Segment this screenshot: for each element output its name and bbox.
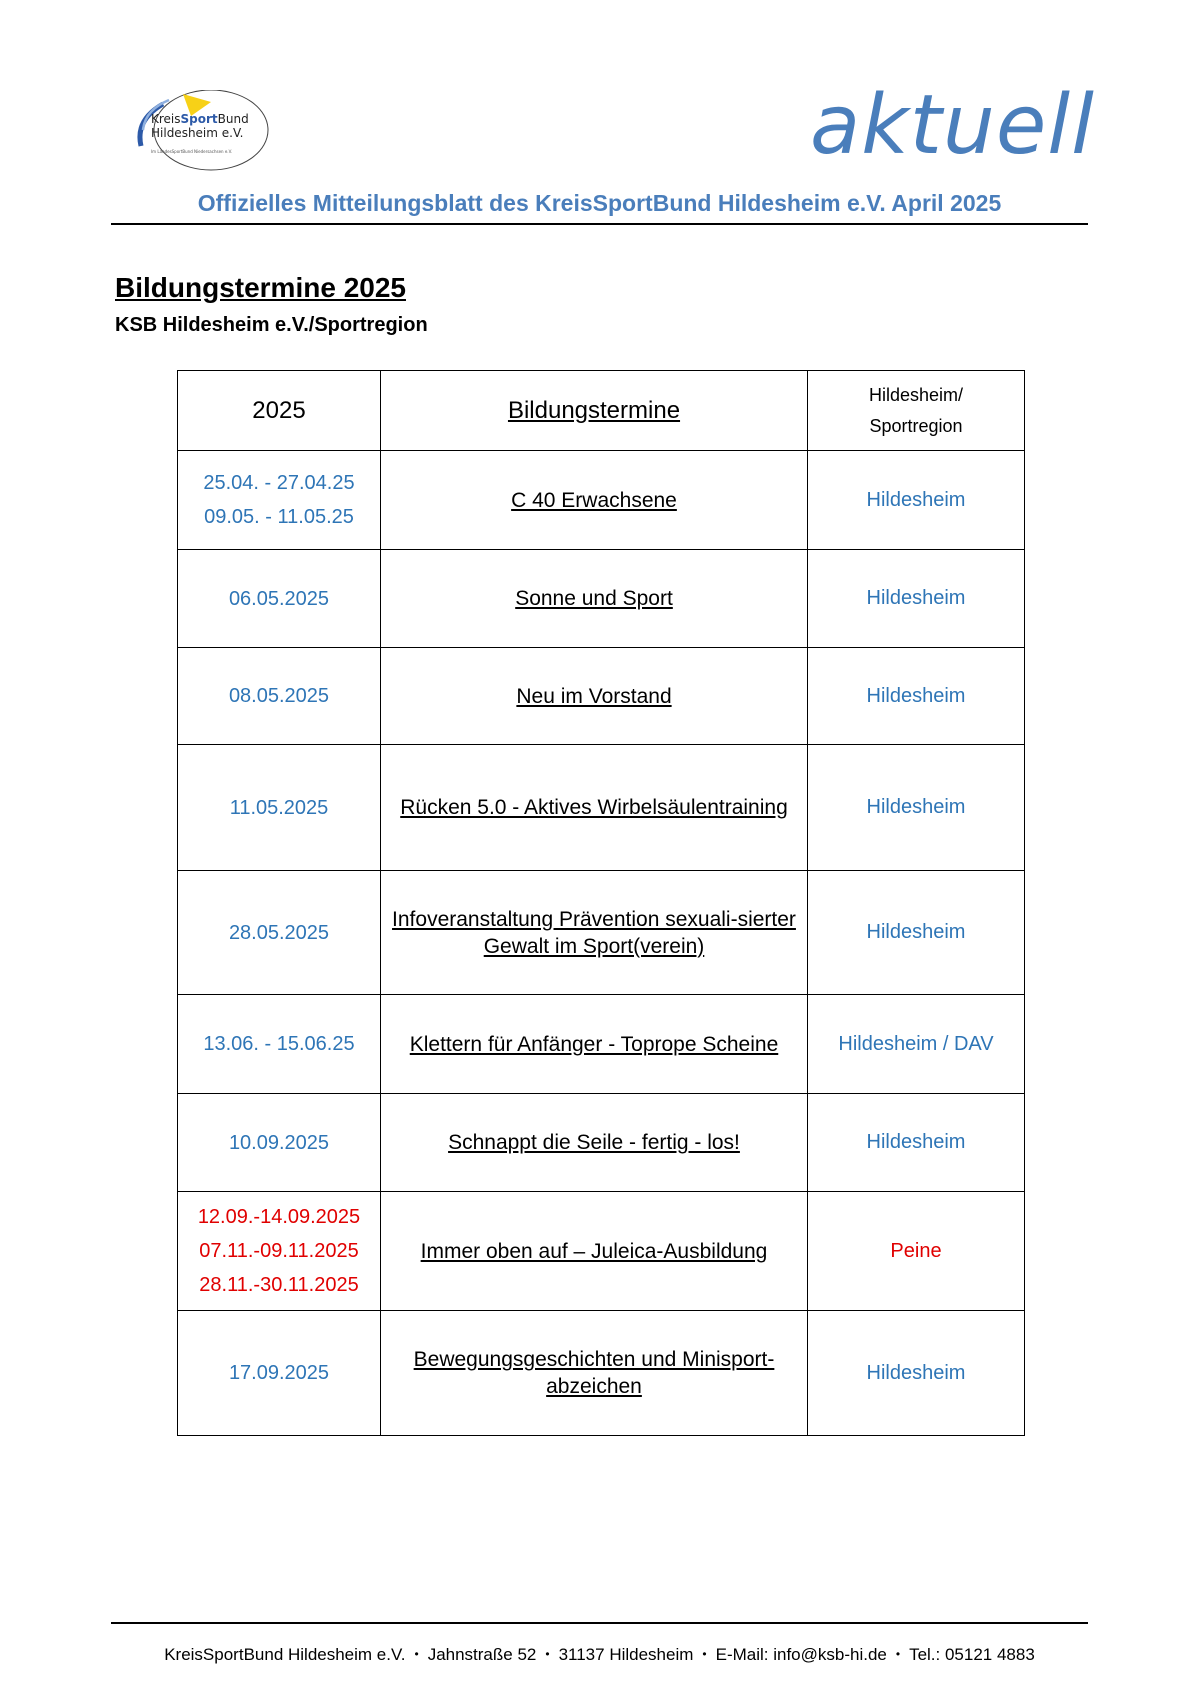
header-events: Bildungstermine [380,370,808,451]
table-row: 10.09.2025 Schnappt die Seile - fertig -… [177,1093,1025,1192]
footer-item: E-Mail: info@ksb-hi.de [715,1645,887,1664]
date-cell: 13.06. - 15.06.25 [177,994,381,1094]
location-cell: Hildesheim [807,1310,1025,1436]
location-cell: Hildesheim / DAV [807,994,1025,1094]
header-location-line1: Hildesheim/ [868,384,964,405]
event-date: 11.05.2025 [229,796,329,819]
event-cell: Sonne und Sport [380,549,808,648]
table-row: 13.06. - 15.06.25 Klettern für Anfänger … [177,994,1025,1094]
event-date: 17.09.2025 [228,1362,330,1384]
event-cell: Bewegungsgeschichten und Minisport-abzei… [380,1310,808,1436]
event-link[interactable]: Sonne und Sport [515,587,673,610]
separator-dot: • [702,1647,707,1661]
page-subtitle: KSB Hildesheim e.V./Sportregion [115,314,428,336]
event-cell: Neu im Vorstand [380,647,808,745]
header-location-line2: Sportregion [869,415,963,436]
event-link[interactable]: Rücken 5.0 - Aktives Wirbelsäulentrainin… [400,796,788,819]
table-row: 28.05.2025 Infoveranstaltung Prävention … [177,870,1025,995]
ksb-logo: KreisSportBund Hildesheim e.V. Im Landes… [133,89,273,176]
event-date: 28.05.2025 [228,921,330,944]
location-cell: Hildesheim [807,744,1025,871]
location-cell: Hildesheim [807,549,1025,648]
date-cell: 25.04. - 27.04.25 09.05. - 11.05.25 [177,450,381,550]
event-date: 08.05.2025 [228,685,330,707]
header-events-label: Bildungstermine [507,396,681,424]
event-date: 06.05.2025 [228,587,330,610]
footer: KreisSportBund Hildesheim e.V. • Jahnstraß… [111,1645,1088,1665]
newsletter-subtitle: Offizielles Mitteilungsblatt des KreisSp… [197,190,1002,216]
event-date: 12.09.-14.09.2025 [197,1206,361,1228]
date-cell: 10.09.2025 [177,1093,381,1192]
event-link[interactable]: Klettern für Anfänger - Toprope Scheine [409,1032,779,1056]
location-cell: Hildesheim [807,1093,1025,1192]
events-table: 2025 Bildungstermine Hildesheim/Sportreg… [177,370,1025,1436]
table-row: 08.05.2025 Neu im Vorstand Hildesheim [177,647,1025,745]
table-header-row: 2025 Bildungstermine Hildesheim/Sportreg… [177,370,1025,451]
footer-divider [111,1622,1088,1624]
event-link[interactable]: C 40 Erwachsene [511,488,677,512]
table-row: 12.09.-14.09.2025 07.11.-09.11.2025 28.11.… [177,1191,1025,1311]
separator-dot: • [545,1647,550,1661]
date-cell: 08.05.2025 [177,647,381,745]
date-cell: 17.09.2025 [177,1310,381,1436]
event-link[interactable]: Infoveranstaltung Prävention sexuali-sie… [392,907,796,958]
footer-item: Tel.: 05121 4883 [909,1645,1035,1664]
table-row: 17.09.2025 Bewegungsgeschichten und Mini… [177,1310,1025,1436]
event-date: 10.09.2025 [228,1131,330,1154]
date-cell: 06.05.2025 [177,549,381,648]
event-date: 28.11.-30.11.2025 [199,1274,359,1296]
table-row: 25.04. - 27.04.25 09.05. - 11.05.25 C 40 … [177,450,1025,550]
event-date: 25.04. - 27.04.25 [203,472,355,494]
event-link[interactable]: Immer oben auf – Juleica-Ausbildung [420,1239,768,1263]
svg-text:Hildesheim e.V.: Hildesheim e.V. [151,126,243,140]
event-cell: Rücken 5.0 - Aktives Wirbelsäulentrainin… [380,744,808,871]
footer-item: KreisSportBund Hildesheim e.V. [164,1645,406,1664]
event-link[interactable]: Neu im Vorstand [516,684,672,708]
brand-title: aktuell [810,78,1095,173]
separator-dot: • [414,1647,419,1661]
date-cell: 28.05.2025 [177,870,381,995]
event-date: 07.11.-09.11.2025 [199,1240,359,1262]
location-cell: Hildesheim [807,450,1025,550]
separator-dot: • [895,1647,901,1661]
event-cell: Klettern für Anfänger - Toprope Scheine [380,994,808,1094]
event-date: 09.05. - 11.05.25 [204,506,354,528]
location-cell: Hildesheim [807,870,1025,995]
table-row: 06.05.2025 Sonne und Sport Hildesheim [177,549,1025,648]
location-cell: Hildesheim [807,647,1025,745]
date-cell: 12.09.-14.09.2025 07.11.-09.11.2025 28.11.… [177,1191,381,1311]
event-cell: Schnappt die Seile - fertig - los! [380,1093,808,1192]
svg-text:KreisSportBund: KreisSportBund [151,112,249,126]
location-cell: Peine [807,1191,1025,1311]
header-divider [111,223,1088,225]
event-link[interactable]: Schnappt die Seile - fertig - los! [448,1131,740,1154]
event-date: 13.06. - 15.06.25 [203,1033,355,1055]
event-cell: Infoveranstaltung Prävention sexuali-sie… [380,870,808,995]
table-row: 11.05.2025 Rücken 5.0 - Aktives Wirbelsä… [177,744,1025,871]
event-link[interactable]: Bewegungsgeschichten und Minisport-abzei… [413,1348,775,1398]
page-title: Bildungstermine 2025 [115,272,406,303]
svg-text:Im LandesSportBund Niedersachs: Im LandesSportBund Niedersachsen e.V. [151,149,232,154]
header-year: 2025 [177,370,381,451]
footer-item: Jahnstraße 52 [427,1645,537,1664]
header-location: Hildesheim/Sportregion [807,370,1025,451]
event-cell: Immer oben auf – Juleica-Ausbildung [380,1191,808,1311]
event-cell: C 40 Erwachsene [380,450,808,550]
date-cell: 11.05.2025 [177,744,381,871]
footer-item: 31137 Hildesheim [558,1645,694,1664]
